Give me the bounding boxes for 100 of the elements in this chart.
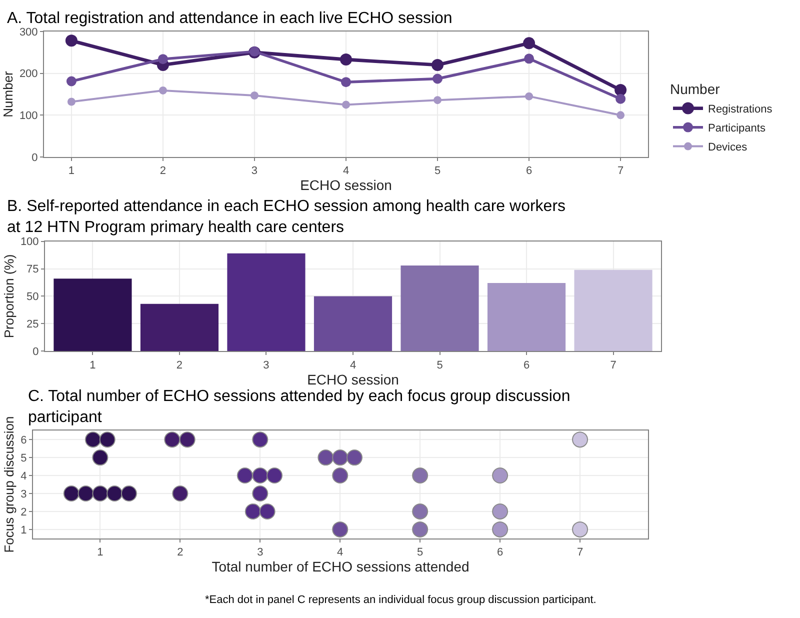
- bar: [140, 304, 219, 352]
- point: [332, 521, 348, 538]
- point: [616, 94, 626, 104]
- point: [342, 100, 350, 109]
- point: [78, 485, 94, 502]
- x-tick-label: 4: [350, 359, 356, 372]
- point: [523, 37, 536, 50]
- point: [164, 432, 180, 448]
- x-tick-label: 4: [342, 165, 350, 178]
- text: *Each dot in panel C represents an individual focus group discussion participant.: [205, 594, 596, 606]
- point: [524, 54, 534, 64]
- y-tick-label: 5: [20, 452, 27, 464]
- point: [92, 485, 108, 502]
- point: [252, 485, 268, 502]
- y-tick-label: 100: [19, 110, 38, 122]
- point: [572, 432, 588, 448]
- point: [252, 432, 268, 448]
- x-tick-label: 5: [417, 546, 424, 559]
- y-tick-label: 300: [19, 26, 38, 38]
- y-tick-label: 2: [20, 506, 27, 518]
- point: [572, 521, 588, 538]
- point: [434, 96, 442, 104]
- x-tick-label: 6: [523, 359, 530, 372]
- point: [412, 521, 428, 538]
- x-tick-label: 3: [257, 546, 264, 559]
- x-tick-label: 3: [263, 359, 270, 372]
- x-tick-label: 7: [617, 165, 624, 178]
- y-tick-label: 4: [20, 470, 27, 482]
- y-axis-title: Number: [0, 70, 16, 118]
- point: [492, 503, 508, 520]
- point: [259, 503, 276, 520]
- legend-label: Devices: [708, 142, 748, 154]
- point: [614, 84, 627, 96]
- point: [236, 468, 253, 484]
- chart-title: B. Self-reported attendance in each ECHO session among health care workers at 12 HTN Program primary health care centers: [7, 198, 566, 236]
- point: [412, 503, 428, 520]
- point: [341, 77, 351, 88]
- y-tick-label: 100: [20, 236, 39, 248]
- point: [332, 468, 348, 484]
- y-axis-title: Focus group discussion: [2, 416, 17, 553]
- point: [179, 432, 196, 448]
- x-tick-label: 5: [436, 359, 443, 372]
- point: [492, 468, 508, 484]
- x-axis-title: ECHO session: [307, 371, 399, 388]
- point: [432, 58, 444, 71]
- point: [65, 34, 78, 47]
- y-tick-label: 75: [26, 264, 39, 276]
- point: [120, 485, 137, 502]
- bar: [400, 265, 479, 352]
- x-tick-label: 6: [526, 165, 532, 178]
- legend-label: Registrations: [708, 104, 773, 116]
- point: [332, 450, 348, 466]
- y-tick-label: 200: [19, 68, 38, 80]
- point: [318, 450, 334, 466]
- y-tick-label: 25: [26, 318, 39, 331]
- x-tick-label: 1: [90, 359, 96, 372]
- y-tick-label: 6: [20, 434, 27, 446]
- point: [158, 86, 167, 94]
- y-axis-title: Proportion (%): [1, 254, 16, 338]
- legend-title: Number: [670, 80, 720, 97]
- point: [250, 91, 258, 100]
- x-tick-label: 1: [68, 165, 75, 178]
- y-tick-label: 3: [20, 488, 27, 500]
- x-axis-title: Total number of ECHO sessions attended: [212, 558, 470, 575]
- point: [616, 111, 625, 120]
- x-tick-label: 2: [177, 546, 184, 559]
- legend-label: Participants: [708, 122, 766, 135]
- point: [266, 468, 283, 484]
- chart-title: C. Total number of ECHO sessions attended by each focus group discussion participant: [28, 388, 570, 426]
- point: [525, 92, 534, 100]
- x-tick-label: 7: [610, 359, 616, 372]
- y-tick-label: 0: [32, 346, 39, 358]
- point: [92, 450, 108, 466]
- point: [252, 468, 268, 484]
- point: [244, 503, 261, 520]
- point: [84, 432, 101, 448]
- point: [99, 432, 116, 448]
- point: [340, 54, 352, 66]
- bar: [574, 270, 652, 352]
- bar: [314, 296, 392, 352]
- point: [346, 450, 362, 466]
- y-tick-label: 0: [32, 152, 38, 164]
- y-tick-label: 1: [20, 524, 27, 536]
- bar: [227, 253, 306, 352]
- point: [67, 98, 76, 106]
- point: [66, 76, 76, 86]
- x-tick-label: 6: [496, 546, 504, 559]
- point: [492, 521, 508, 538]
- chart-title: A. Total registration and attendance in each live ECHO session: [7, 10, 452, 27]
- x-tick-label: 1: [97, 546, 104, 559]
- x-tick-label: 2: [176, 359, 183, 372]
- point: [432, 74, 443, 84]
- x-tick-label: 3: [251, 165, 258, 178]
- point: [158, 54, 168, 64]
- point: [106, 485, 123, 502]
- x-tick-label: 7: [576, 546, 584, 559]
- x-tick-label: 4: [337, 546, 344, 559]
- x-tick-label: 2: [160, 165, 166, 178]
- point: [412, 468, 428, 484]
- point: [63, 485, 80, 502]
